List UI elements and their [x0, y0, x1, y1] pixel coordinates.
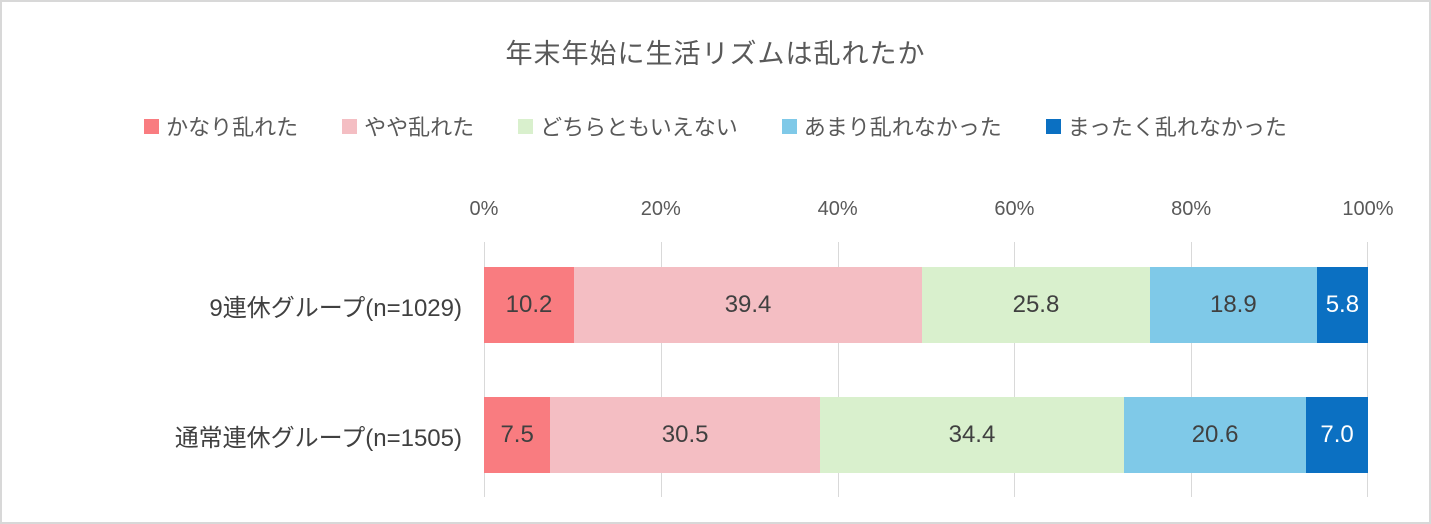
gridline: [837, 242, 839, 497]
category-label: 通常連休グループ(n=1505): [174, 424, 462, 452]
x-tick-label: 20%: [640, 198, 681, 220]
bar-segment: 39.4: [574, 267, 923, 343]
gridline: [660, 242, 662, 497]
bar-segment: 34.4: [819, 397, 1125, 473]
legend-item-4: まったく乱れなかった: [1045, 110, 1287, 142]
gridline: [484, 242, 485, 497]
legend-swatch-icon: [144, 118, 160, 134]
legend-label: かなり乱れた: [166, 115, 299, 140]
bar-row: 10.2 39.4 25.8 18.9 5.8: [484, 267, 1368, 343]
x-tick-label: 40%: [817, 198, 858, 220]
gridline: [1014, 242, 1016, 497]
legend-item-2: どちらともいえない: [518, 110, 738, 142]
legend: かなり乱れた やや乱れた どちらともいえない あまり乱れなかった まったく乱れなかった: [2, 110, 1429, 142]
chart-title: 年末年始に生活リズムは乱れたか: [505, 39, 926, 69]
legend-swatch-icon: [1045, 118, 1061, 134]
legend-item-1: やや乱れた: [342, 110, 474, 142]
legend-label: まったく乱れなかった: [1067, 115, 1287, 140]
bar-row: 7.5 30.5 34.4 20.6 7.0: [484, 397, 1368, 473]
gridline: [1191, 242, 1193, 497]
bar-segment: 7.5: [484, 397, 551, 473]
legend-swatch-icon: [781, 118, 797, 134]
x-tick-label: 0%: [469, 198, 499, 220]
bar-segment: 5.8: [1316, 267, 1368, 343]
bar-segment: 25.8: [922, 267, 1150, 343]
bar-segment: 18.9: [1149, 267, 1317, 343]
plot-area: [484, 242, 1368, 497]
legend-item-0: かなり乱れた: [144, 110, 298, 142]
legend-item-3: あまり乱れなかった: [781, 110, 1002, 142]
bar-segment: 7.0: [1306, 397, 1368, 473]
x-tick-label: 60%: [994, 198, 1035, 220]
legend-swatch-icon: [342, 118, 358, 134]
legend-swatch-icon: [518, 118, 534, 134]
legend-label: どちらともいえない: [540, 115, 738, 140]
bar-segment: 10.2: [484, 267, 575, 343]
x-tick-label: 80%: [1171, 198, 1212, 220]
x-tick-label: 100%: [1342, 198, 1394, 220]
bar-segment: 20.6: [1124, 397, 1307, 473]
bar-segment: 30.5: [550, 397, 820, 473]
legend-label: あまり乱れなかった: [803, 115, 1002, 140]
category-label: 9連休グループ(n=1029): [209, 294, 462, 322]
legend-label: やや乱れた: [364, 115, 475, 140]
gridline: [1367, 242, 1368, 497]
